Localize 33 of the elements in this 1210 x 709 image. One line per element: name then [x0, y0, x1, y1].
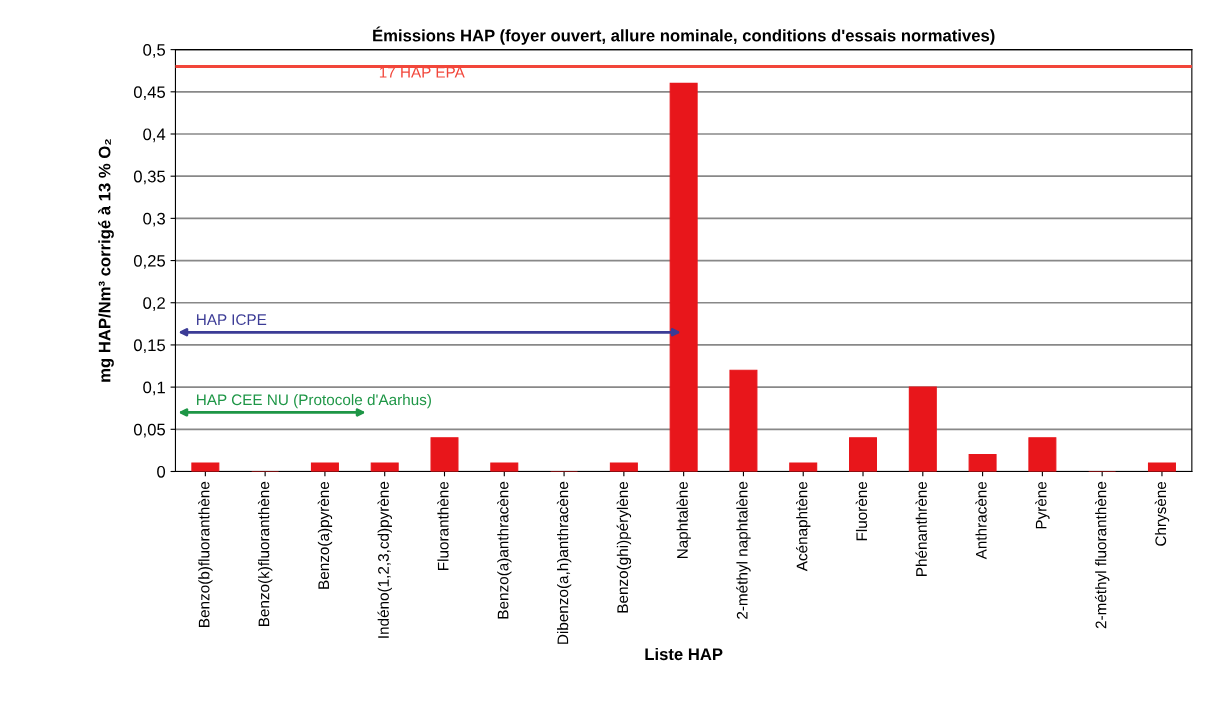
- x-tick-label: Benzo(a)anthracène: [497, 481, 512, 619]
- x-tick-label: Pyrène: [1035, 481, 1050, 529]
- y-tick-label: 0,1: [143, 381, 165, 396]
- x-axis-title: Liste HAP: [645, 647, 723, 661]
- y-tick-label: 0,2: [143, 297, 165, 311]
- y-tick-label: 0,3: [143, 212, 165, 227]
- annotation: HAP CEE NU (Protocole d'Aarhus): [197, 393, 431, 409]
- chart-title: Émissions HAP (foyer ouvert, allure nominale, conditions d'essais normatives): [373, 26, 995, 45]
- y-tick-label: 0,4: [143, 128, 166, 143]
- x-tick-label: Fluorène: [855, 481, 868, 541]
- y-tick-label: 0,45: [133, 86, 166, 100]
- x-tick-label: Benzo(ghi)pérylène: [616, 481, 632, 613]
- x-tick-label: Dibenzo(a,h)anthracène: [556, 481, 572, 644]
- y-tick-label: 0,35: [133, 170, 166, 185]
- y-tick-label: 0,15: [133, 339, 166, 354]
- x-tick-label: Chrysène: [1154, 481, 1170, 546]
- x-tick-label: Indéno(1,2,3,cd)pyrène: [377, 481, 392, 638]
- x-tick-label: Phénanthrène: [915, 481, 927, 576]
- y-tick-label: 0,25: [133, 254, 166, 269]
- x-tick-label: Anthracène: [975, 481, 987, 560]
- x-tick-label: Benzo(k)fluoranthène: [257, 481, 273, 627]
- x-tick-label: Benzo(a)pyrène: [317, 481, 333, 589]
- x-tick-label: Benzo(b)fluoranthène: [198, 481, 213, 627]
- y-tick-label: 0,05: [133, 423, 166, 438]
- y-tick-label: 0,5: [143, 44, 166, 58]
- y-tick-label: 0: [157, 465, 166, 478]
- x-tick-label: Acénaphtène: [796, 481, 811, 572]
- x-tick-label: 2-méthyl naphtalène: [736, 481, 751, 619]
- y-axis-title: mg HAP/Nm³ corrigé à 13 % O₂: [98, 139, 114, 382]
- x-tick-label: Naphtalène: [676, 481, 691, 559]
- annotation: HAP ICPE: [197, 314, 267, 326]
- x-tick-label: 2-méthyl fluoranthène: [1094, 481, 1110, 629]
- x-tick-label: Fluoranthène: [437, 481, 449, 570]
